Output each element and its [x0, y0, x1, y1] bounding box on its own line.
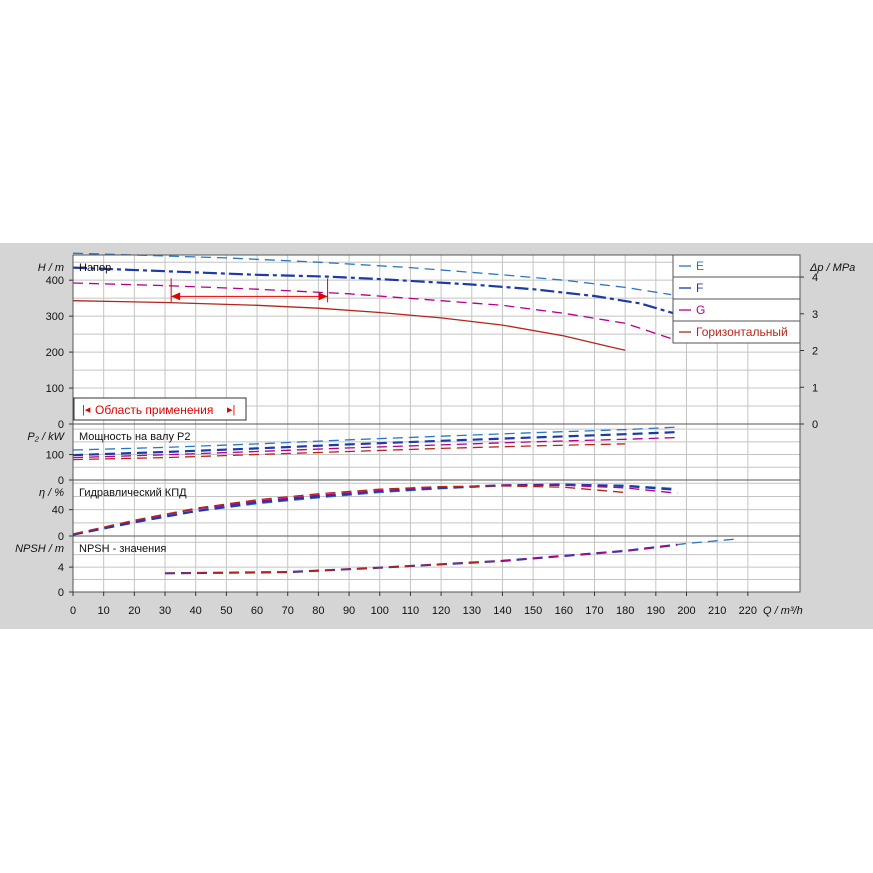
range-right-arrow: [318, 292, 328, 301]
legend-label: Горизонтальный: [696, 325, 788, 339]
y-tick-label: 200: [46, 347, 64, 359]
y-tick-label: 0: [58, 475, 64, 487]
range-label-arrow-right: ▸|: [227, 404, 235, 416]
x-tick-label: 40: [190, 605, 202, 617]
y-axis-label: NPSH / m: [15, 543, 64, 555]
series-line-F: [72, 431, 678, 457]
panel-title: Напор: [79, 262, 111, 274]
range-left-arrow: [171, 292, 181, 301]
x-tick-label: 70: [282, 605, 294, 617]
series-line-G: [72, 436, 678, 459]
x-tick-label: 90: [343, 605, 355, 617]
y2-tick-label: 1: [812, 382, 818, 394]
range-label-arrow-left: |◂: [82, 404, 91, 416]
x-tick-label: 80: [312, 605, 324, 617]
series-line-F: [72, 266, 678, 316]
x-tick-label: 180: [616, 605, 634, 617]
x-tick-label: 0: [70, 605, 76, 617]
plot-area: [73, 536, 800, 592]
x-tick-label: 170: [585, 605, 603, 617]
range-label-box: [73, 397, 247, 421]
y-tick-label: 0: [58, 531, 64, 543]
legend-item: [672, 254, 801, 278]
x-tick-label: 140: [493, 605, 511, 617]
x-tick-label: 160: [555, 605, 573, 617]
series-line-E: [72, 426, 678, 451]
x-tick-label: 100: [371, 605, 389, 617]
y2-axis-label: Δp / MPa: [809, 262, 855, 274]
x-tick-label: 200: [677, 605, 695, 617]
y-tick-label: 0: [58, 419, 64, 431]
pump-curves-panel: |◂ Область применения ▸| 0 100 200 300 400 H / …: [0, 243, 873, 629]
series-line-Горизонтальный: [72, 443, 626, 461]
y-tick-label: 400: [46, 275, 64, 287]
y2-tick-label: 4: [812, 272, 818, 284]
legend-item: [672, 298, 801, 322]
plot-area: [73, 424, 800, 480]
y2-tick-label: 2: [812, 346, 818, 358]
x-tick-label: 110: [402, 605, 420, 617]
y-tick-label: 100: [46, 383, 64, 395]
plot-border: [72, 535, 801, 593]
y-tick-label: 300: [46, 311, 64, 323]
x-tick-label: 150: [524, 605, 542, 617]
x-tick-label: 60: [251, 605, 263, 617]
y-axis-label: H / m: [38, 262, 64, 274]
legend-label: E: [696, 259, 704, 273]
y-tick-label: 0: [58, 587, 64, 599]
y-tick-label: 100: [46, 450, 64, 462]
x-tick-label: 130: [463, 605, 481, 617]
legend-item: [672, 320, 801, 344]
series-line-G: [72, 484, 678, 535]
series-line-F: [72, 483, 678, 536]
series-line-G: [72, 282, 678, 342]
series-line-Горизонтальный: [72, 485, 626, 535]
y-tick-label: 40: [52, 505, 64, 517]
plot-area: [73, 480, 800, 536]
panel-title: Гидравлический КПД: [79, 487, 187, 499]
x-tick-label: 120: [432, 605, 450, 617]
panel-title: Мощность на валу P2: [79, 431, 191, 443]
y-axis-label: η / %: [39, 487, 64, 499]
x-tick-label: 20: [128, 605, 140, 617]
legend-item: [672, 276, 801, 300]
y-tick-label: 4: [58, 562, 64, 574]
x-tick-label: 220: [739, 605, 757, 617]
series-line-Горизонтальный: [72, 300, 626, 351]
range-label: Область применения: [95, 403, 213, 417]
series-line-E: [72, 252, 672, 296]
x-axis-label: Q / m³/h: [763, 605, 803, 617]
x-tick-label: 50: [220, 605, 232, 617]
legend-label: G: [696, 303, 705, 317]
legend-label: F: [696, 281, 703, 295]
x-tick-label: 210: [708, 605, 726, 617]
y2-tick-label: 3: [812, 309, 818, 321]
series-line-Горизонтальный: [164, 560, 503, 574]
x-tick-label: 10: [98, 605, 110, 617]
y-axis-label: P₂ / kW: [27, 431, 65, 443]
y2-tick-label: 0: [812, 419, 818, 431]
x-tick-label: 190: [647, 605, 665, 617]
panel-title: NPSH - значения: [79, 543, 166, 555]
x-tick-label: 30: [159, 605, 171, 617]
